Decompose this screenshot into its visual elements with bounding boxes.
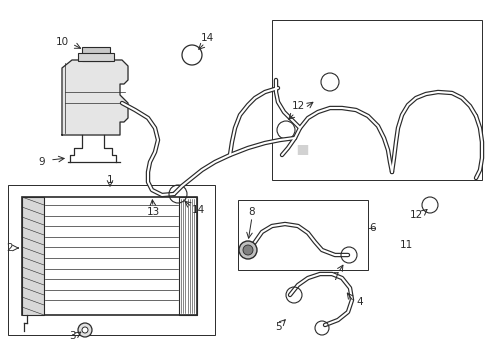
Text: 6: 6 — [369, 223, 376, 233]
Circle shape — [82, 327, 88, 333]
Circle shape — [78, 323, 92, 337]
Bar — [271, 20, 481, 180]
Text: 14: 14 — [200, 33, 213, 43]
Circle shape — [243, 245, 252, 255]
Text: 1: 1 — [106, 175, 113, 185]
Bar — [78, 53, 114, 61]
Text: 8: 8 — [248, 207, 255, 217]
Text: 11: 11 — [399, 240, 412, 250]
Bar — [238, 200, 367, 270]
Text: 9: 9 — [39, 157, 45, 167]
Text: 3: 3 — [68, 331, 75, 341]
Polygon shape — [62, 60, 128, 135]
Bar — [82, 47, 110, 61]
Circle shape — [239, 241, 257, 259]
Bar — [179, 197, 197, 315]
Text: 14: 14 — [191, 205, 204, 215]
Text: 7: 7 — [331, 272, 338, 282]
Text: 12: 12 — [291, 101, 304, 111]
Bar — [22, 197, 44, 315]
Text: 13: 13 — [146, 207, 159, 217]
Text: 5: 5 — [274, 322, 281, 332]
Bar — [22, 197, 197, 315]
Text: 2: 2 — [7, 243, 13, 253]
Text: 12: 12 — [408, 210, 422, 220]
Text: 10: 10 — [55, 37, 68, 47]
Bar — [8, 185, 215, 335]
Text: 4: 4 — [356, 297, 363, 307]
